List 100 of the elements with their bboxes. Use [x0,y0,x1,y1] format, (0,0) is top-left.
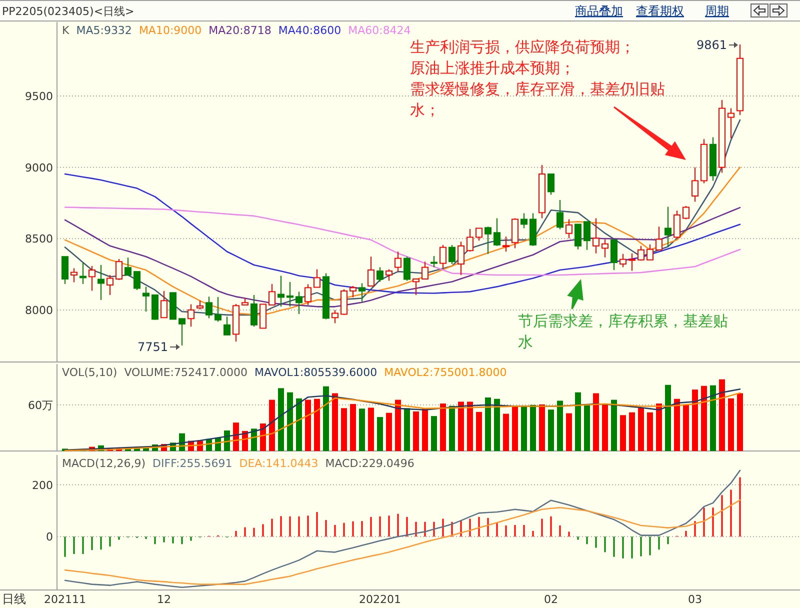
annotation: 7751 [137,340,168,354]
bar [287,392,293,451]
text: DEA:141.0443 [239,457,318,470]
candlestick [484,226,492,254]
candlestick [584,221,590,250]
candlestick [214,296,222,322]
x-tick-label: 03 [688,593,702,606]
candlestick [286,281,294,308]
annotation: 生产利润亏损，供应降负荷预期；原油上涨推升成本预期；需求缓慢修复，库存平滑，基差仍旧贴水； [410,38,665,119]
bar [548,410,554,451]
bar [728,398,734,451]
y-tick-label: 8000 [25,304,53,317]
candlestick [368,256,374,286]
bar [692,390,698,451]
bar [431,416,437,451]
bar [422,408,428,451]
candlestick [466,228,474,252]
bar [494,398,500,451]
candlestick [98,264,104,300]
bar [647,412,653,451]
bar [314,398,320,451]
candlestick [556,199,564,230]
annotation: 节后需求差，库存积累，基差贴水 [518,312,728,351]
candlestick [106,274,114,296]
text: MAVOL2:755001.8000 [384,366,507,379]
candlestick [620,253,626,268]
candlestick [692,166,698,202]
bar [305,400,311,451]
line-series [64,206,741,276]
candlestick [304,284,312,306]
bar [584,404,590,451]
bar [737,393,743,451]
candlestick [358,282,366,302]
text: MA10:9000 [138,24,202,37]
bar [368,408,374,451]
text: 日线 [2,592,26,606]
candlestick [656,226,662,250]
candlestick [124,257,132,276]
bar [323,386,329,451]
bar [350,404,356,451]
text: MA40:8600 [278,24,342,37]
candlestick [592,218,600,254]
candlestick [674,210,680,238]
bar [683,404,689,451]
x-tick-label: 202111 [44,593,86,606]
bar [539,404,545,451]
x-tick-label: 12 [157,593,171,606]
bar [413,411,419,451]
bar [377,417,383,451]
candlestick [422,261,428,280]
line-series [64,499,741,585]
chart-subtitle: K [62,24,70,37]
candlestick [638,245,644,262]
bar [467,402,473,451]
bar [449,406,455,451]
line-series [64,206,741,308]
candlestick [62,256,68,284]
text: 商品叠加 [575,4,623,18]
candlestick [502,236,510,252]
bar [269,400,275,451]
candlestick [314,268,320,288]
bar [395,400,401,451]
bar [674,398,680,451]
line-series [64,173,741,294]
chart-title: MACD(12,26,9) [62,457,146,470]
y-tick-label: 60万 [28,398,53,412]
text: MA5:9332 [76,24,132,37]
bar [260,424,266,451]
candlestick [376,266,384,282]
candlestick [520,212,528,229]
candlestick [296,291,302,314]
y-tick-label: 0 [46,530,53,544]
bar [341,408,347,451]
bar [503,414,509,451]
candlestick [178,318,186,346]
bar [512,406,518,451]
candlestick [160,290,168,318]
candlestick [386,268,392,282]
bar [656,404,662,451]
bar [386,412,392,451]
bar [557,400,563,451]
text: 周期 [705,4,729,18]
candlestick [350,285,356,298]
candlestick [628,252,636,272]
x-tick-label: 202201 [359,593,401,606]
candlestick [250,294,258,328]
candlestick [728,108,734,139]
bar [638,408,644,451]
annotation: MACD:229.0496 [325,457,414,470]
bar [566,413,572,451]
candlestick [646,244,654,260]
candlestick [70,268,78,283]
text: 查看期权 [636,4,684,18]
bar [332,393,338,451]
text: MAVOL1:805539.6000 [254,366,378,379]
bar [665,384,671,451]
candlestick [88,266,96,292]
chart-title: PP2205(023405)<日线> [2,5,134,18]
annotation: VOLUME:752417.0000 [124,366,248,379]
candlestick [340,288,348,316]
